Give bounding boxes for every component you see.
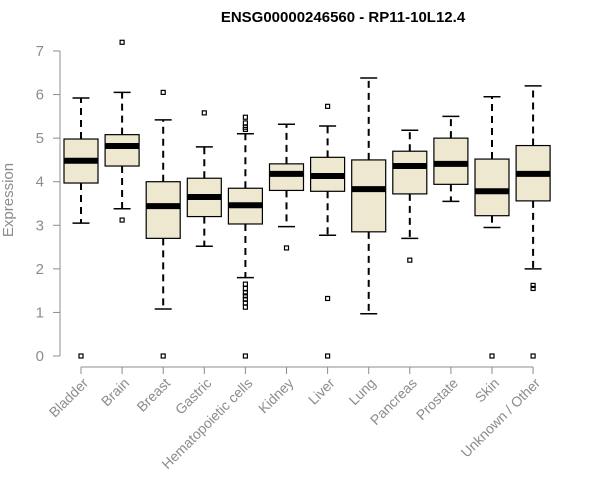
box-group <box>145 89 181 359</box>
outlier-point <box>407 257 413 263</box>
iqr-box <box>268 163 305 192</box>
outlier-point <box>242 304 248 310</box>
x-tick-label: Liver <box>305 375 338 408</box>
chart-title: ENSG00000246560 - RP11-10L12.4 <box>221 9 466 26</box>
outlier-point <box>242 120 248 126</box>
outlier-point <box>242 353 248 359</box>
iqr-box <box>392 150 428 195</box>
box-group <box>227 114 263 359</box>
iqr-box <box>474 158 510 217</box>
x-tick-label: Skin <box>472 375 503 406</box>
outlier-point <box>242 281 248 287</box>
outlier-point <box>530 353 536 359</box>
y-tick-label: 7 <box>36 43 44 60</box>
y-tick-label: 1 <box>36 304 44 321</box>
outlier-point <box>119 217 125 223</box>
y-tick-label: 2 <box>36 261 44 278</box>
box-group <box>392 129 428 263</box>
box-group <box>515 85 551 359</box>
outlier-point <box>283 245 290 251</box>
outlier-point <box>530 285 536 292</box>
x-tick-label: Prostate <box>413 375 461 423</box>
box-group <box>186 110 222 247</box>
x-tick-label: Lung <box>345 375 378 408</box>
box-group <box>433 115 469 203</box>
outlier-point <box>242 126 248 133</box>
x-tick-label: Brain <box>98 375 132 409</box>
y-tick-label: 3 <box>36 217 44 234</box>
outlier-point <box>160 89 166 95</box>
outlier-point <box>530 282 536 289</box>
iqr-box <box>145 181 181 239</box>
x-tick-label: Breast <box>133 375 173 415</box>
box-group <box>63 97 99 359</box>
y-tick-label: 4 <box>36 174 44 191</box>
box-group <box>268 123 305 251</box>
y-tick-label: 5 <box>36 130 44 147</box>
x-tick-label: Bladder <box>46 375 92 421</box>
box-group <box>474 96 510 359</box>
outlier-point <box>119 39 125 45</box>
y-axis-label: Expression <box>0 163 17 237</box>
box-group <box>310 103 346 359</box>
y-tick-label: 0 <box>36 348 44 365</box>
outlier-point <box>160 353 166 359</box>
iqr-box <box>104 134 140 167</box>
outlier-point <box>325 295 331 302</box>
box-group <box>104 39 140 223</box>
outlier-point <box>242 114 248 120</box>
outlier-point <box>242 290 248 296</box>
box-group <box>351 77 387 315</box>
x-tick-label: Kidney <box>255 375 297 417</box>
outlier-point <box>489 353 495 359</box>
outlier-point <box>242 285 248 292</box>
plot-area <box>63 39 551 359</box>
y-tick-label: 6 <box>36 87 44 104</box>
outlier-point <box>78 353 84 359</box>
outlier-point <box>325 353 331 359</box>
iqr-box <box>351 159 387 233</box>
outlier-point <box>325 103 331 109</box>
outlier-point <box>201 110 207 116</box>
y-axis: 0 1 2 3 4 5 6 7 <box>36 43 61 365</box>
